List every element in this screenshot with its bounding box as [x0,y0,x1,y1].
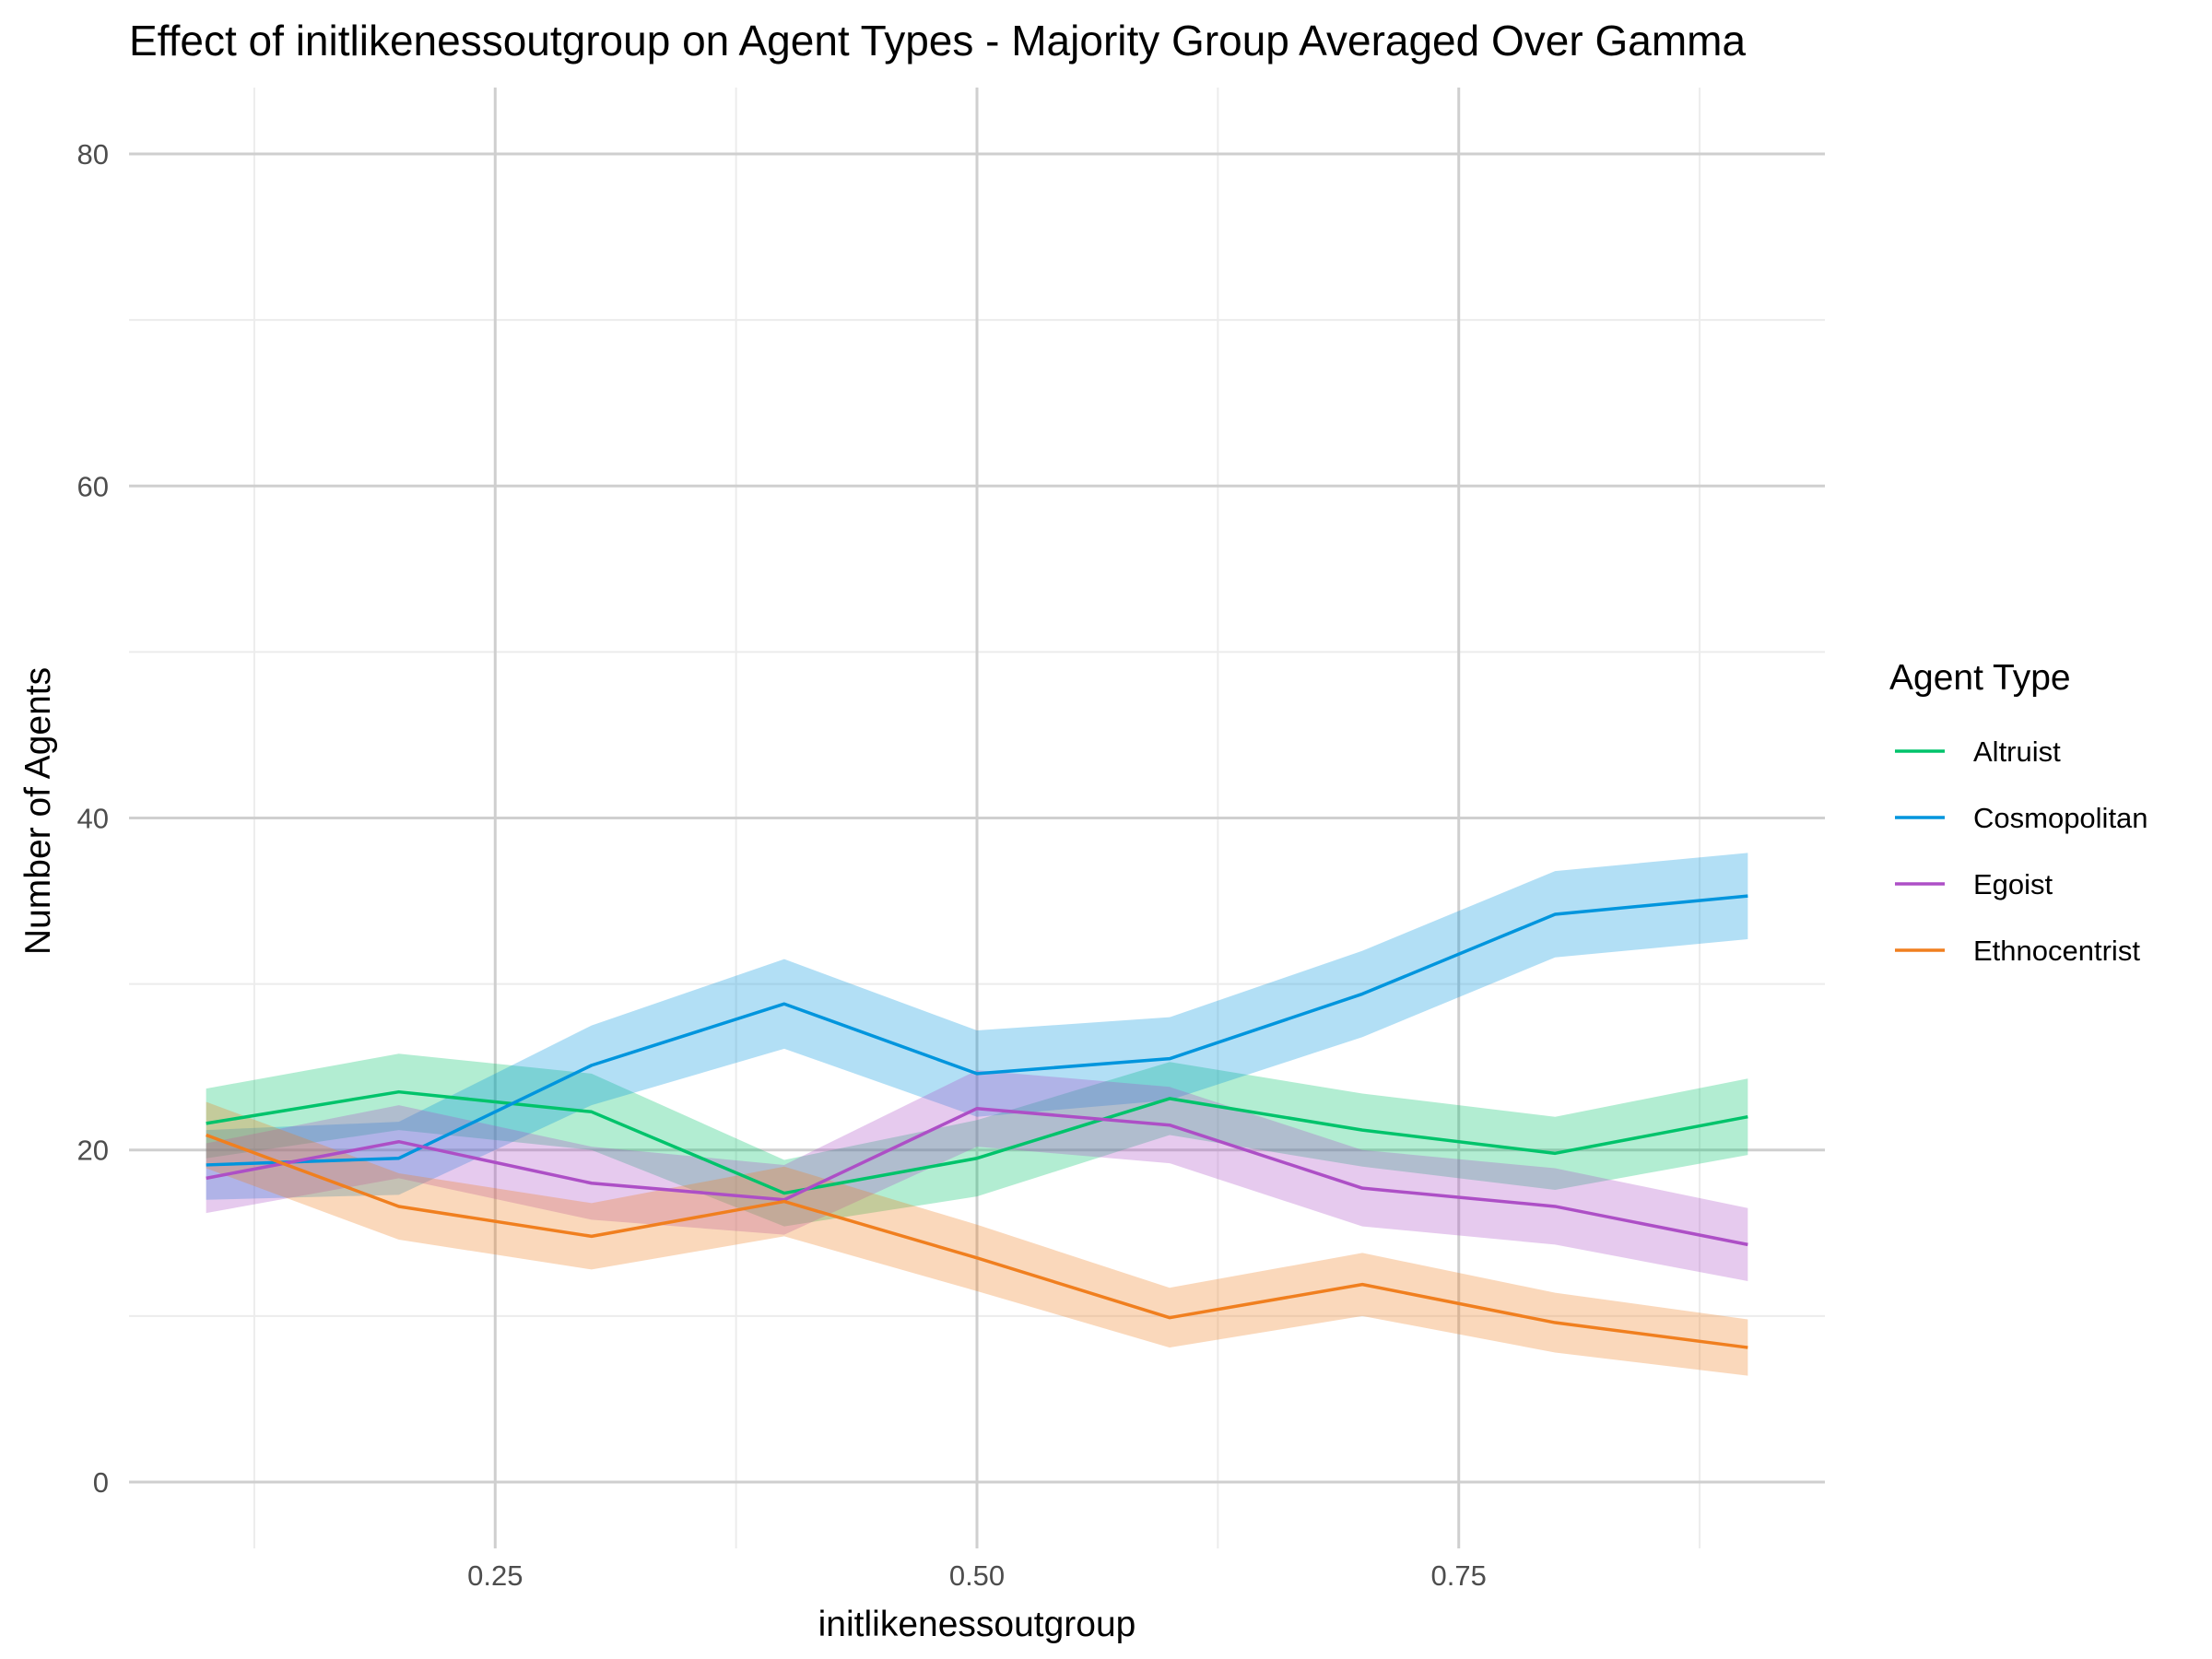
x-axis-ticks: 0.25 0.50 0.75 [467,1559,1487,1592]
y-tick-label: 40 [77,803,109,835]
x-axis-title: initlikenessoutgroup [818,1605,1136,1644]
ethnocentrist-line [206,1133,1748,1349]
legend-label-egoist: Egoist [1973,868,2053,900]
altruist-confidence-band [206,1053,1748,1227]
cosmopolitan-confidence-band [206,853,1748,1200]
cosmopolitan-line [206,894,1748,1167]
x-tick-label: 0.50 [949,1559,1005,1592]
y-tick-label: 60 [77,470,109,502]
legend-label-altruist: Altruist [1973,735,2061,768]
legend-item-cosmopolitan: Cosmopolitan [1895,802,2148,834]
major-gridlines [129,88,1825,1548]
y-tick-label: 0 [93,1466,109,1499]
legend-label-cosmopolitan: Cosmopolitan [1973,802,2148,834]
legend: Agent Type Altruist Cosmopolitan Egoist Eth… [1889,658,2148,967]
legend-items: Altruist Cosmopolitan Egoist Ethnocentrist [1895,735,2148,967]
legend-item-altruist: Altruist [1895,735,2061,768]
legend-item-egoist: Egoist [1895,868,2053,900]
y-axis-title: Number of Agents [18,667,58,955]
y-tick-label: 20 [77,1135,109,1167]
y-axis-ticks: 0 20 40 60 80 [77,138,109,1499]
series-lines [206,894,1748,1349]
y-tick-label: 80 [77,138,109,171]
legend-title: Agent Type [1889,658,2071,698]
x-tick-label: 0.75 [1431,1559,1487,1592]
altruist-line [206,1089,1748,1195]
confidence-bands [206,853,1748,1376]
egoist-confidence-band [206,1070,1748,1282]
x-tick-label: 0.25 [467,1559,523,1592]
egoist-line [206,1106,1748,1247]
legend-label-ethnocentrist: Ethnocentrist [1973,935,2140,967]
chart-title: Effect of initlikenessoutgroup on Agent … [129,17,1746,65]
plot-panel [129,88,1825,1548]
ethnocentrist-confidence-band [206,1101,1748,1376]
legend-item-ethnocentrist: Ethnocentrist [1895,935,2140,967]
